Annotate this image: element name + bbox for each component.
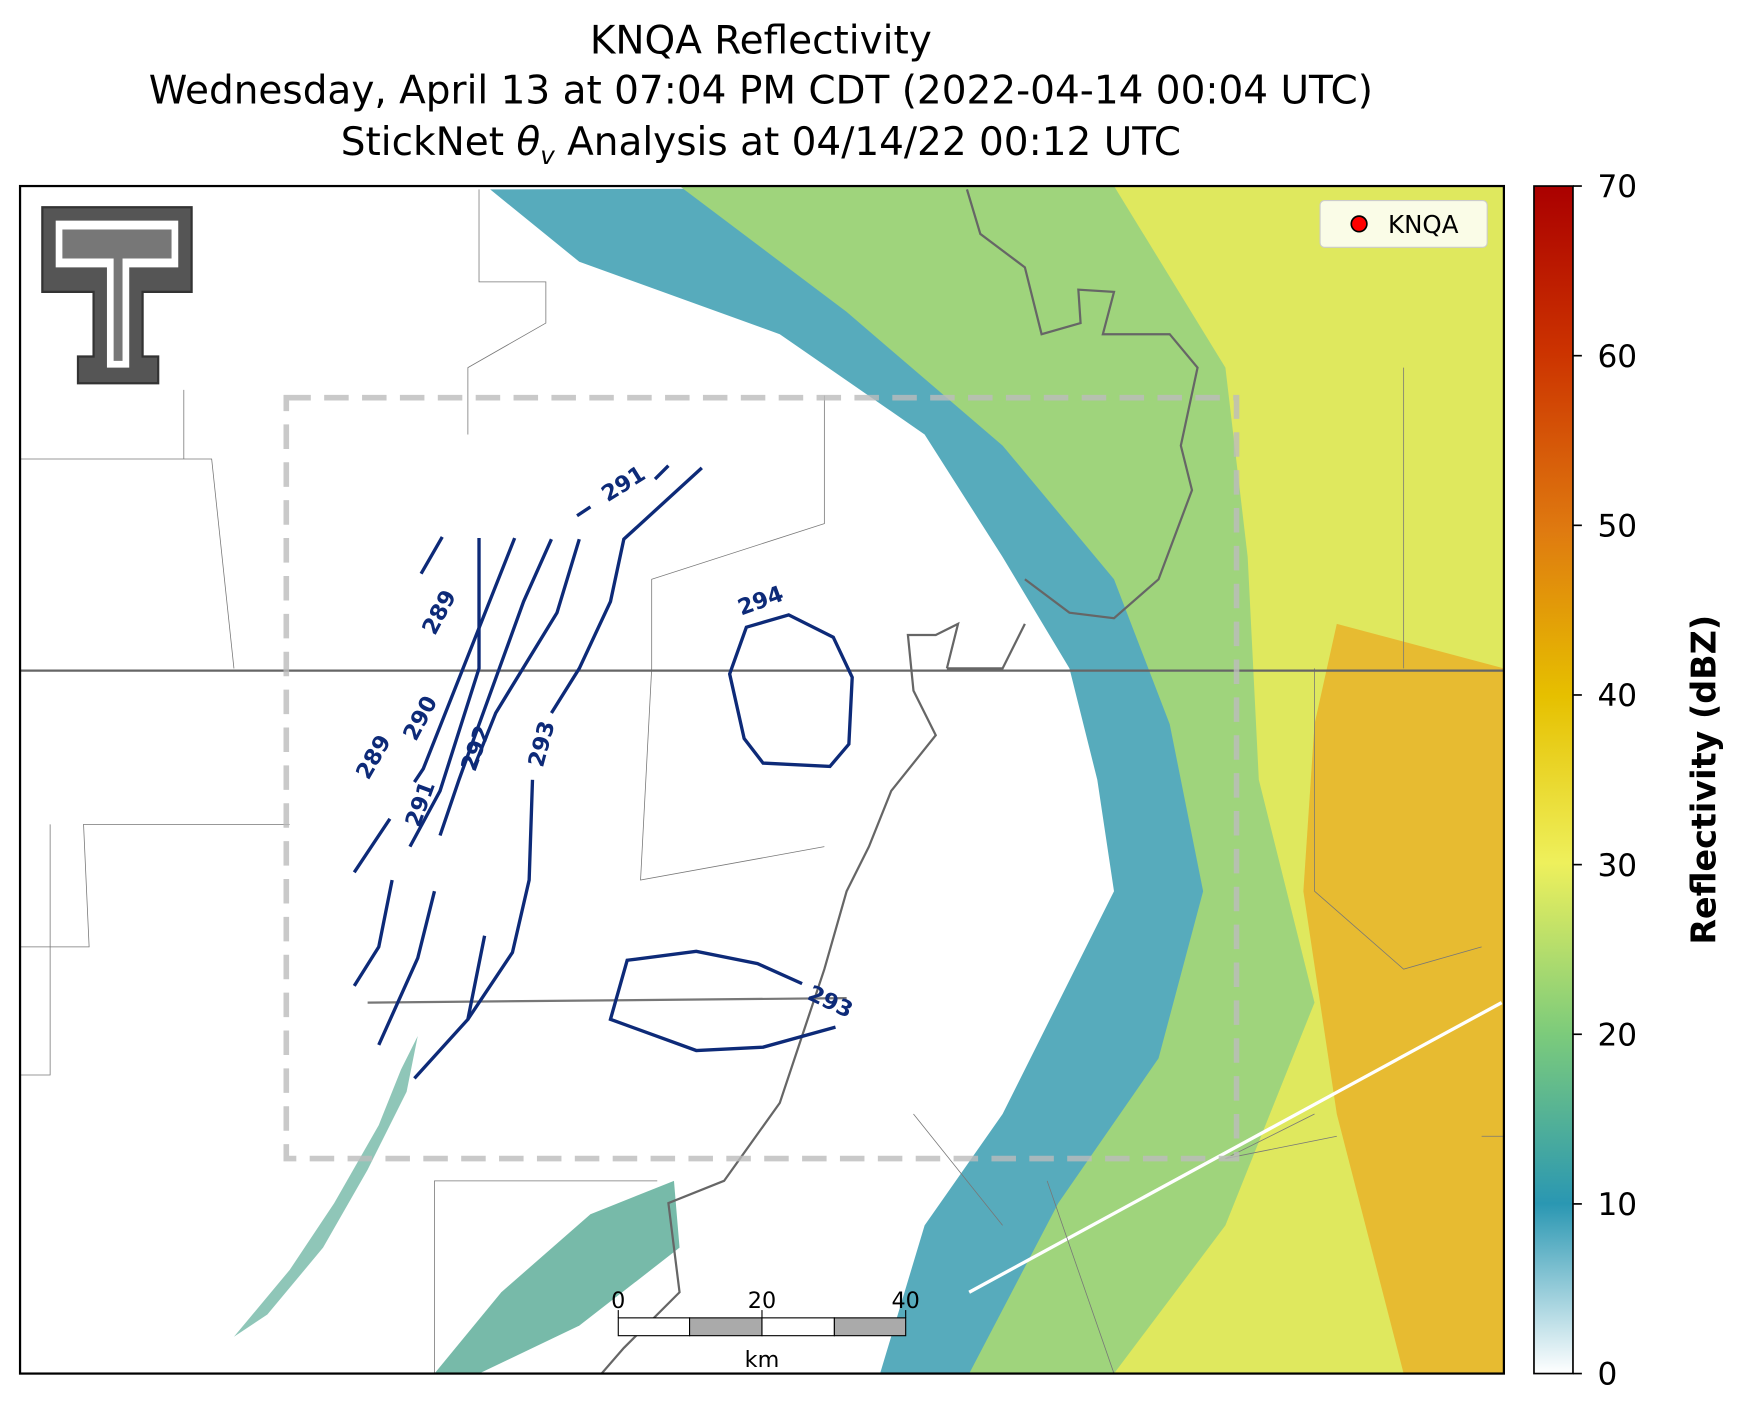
scale-segment — [761, 1317, 835, 1337]
logo — [41, 206, 193, 385]
scale-tick-label: 40 — [892, 1288, 920, 1314]
colorbar-tick-label: 20 — [1597, 1017, 1637, 1053]
contour-line — [576, 464, 670, 518]
title-text: StickNet — [341, 120, 517, 165]
title-subscript: v — [540, 141, 555, 170]
radar-echo — [434, 1180, 680, 1374]
title-line2: Wednesday, April 13 at 07:04 PM CDT (202… — [149, 69, 1373, 114]
colorbar-tick-label: 50 — [1597, 508, 1637, 544]
colorbar-label: Reflectivity (dBZ) — [1685, 615, 1724, 945]
colorbar: Reflectivity (dBZ) 0 10 20 30 40 50 60 70 — [1533, 169, 1724, 1393]
map-frame — [18, 184, 1506, 1375]
colorbar-tick-label: 40 — [1597, 678, 1637, 714]
colorbar-tick-label: 60 — [1597, 339, 1637, 375]
scale-segment — [833, 1317, 907, 1337]
scale-unit: km — [745, 1347, 780, 1373]
scale-segment — [617, 1317, 691, 1337]
scale-tick-label: 20 — [748, 1288, 776, 1314]
contour-line — [608, 949, 836, 1053]
analysis-domain — [283, 394, 1240, 1162]
legend: KNQA — [1319, 199, 1488, 248]
scale-tick-label: 0 — [611, 1288, 625, 1314]
contour-line — [466, 466, 703, 1021]
state-line — [367, 997, 847, 1004]
scale-segment — [689, 1317, 763, 1337]
map: KNQA km 0 20 40 — [20, 186, 1504, 1374]
colorbar-tick-label: 70 — [1597, 169, 1637, 205]
title-symbol: θ — [516, 120, 540, 165]
radar-echo — [1303, 623, 1504, 1374]
contour-line — [352, 536, 517, 874]
scale-bar: km 0 20 40 — [611, 1288, 920, 1373]
legend-box — [1319, 199, 1488, 248]
colorbar-tick-label: 0 — [1597, 1357, 1617, 1393]
title-text: Analysis at 04/14/22 00:12 UTC — [555, 120, 1181, 165]
contour-line — [377, 538, 553, 1046]
contour-line — [352, 538, 481, 987]
figure: KNQA Reflectivity Wednesday, April 13 at… — [18, 18, 1724, 1393]
title-line1: KNQA Reflectivity — [590, 18, 932, 63]
radar-ray — [968, 1001, 1503, 1294]
river — [600, 189, 1199, 1374]
legend-label: KNQA — [1388, 210, 1459, 239]
colorbar-tick-label: 30 — [1597, 848, 1637, 884]
colorbar-tick-label: 10 — [1597, 1187, 1637, 1223]
colorbar-scale — [1533, 185, 1574, 1375]
contour-line — [727, 613, 854, 769]
title-line3: StickNet θv Analysis at 04/14/22 00:12 U… — [341, 120, 1181, 170]
legend-marker — [1350, 215, 1368, 233]
